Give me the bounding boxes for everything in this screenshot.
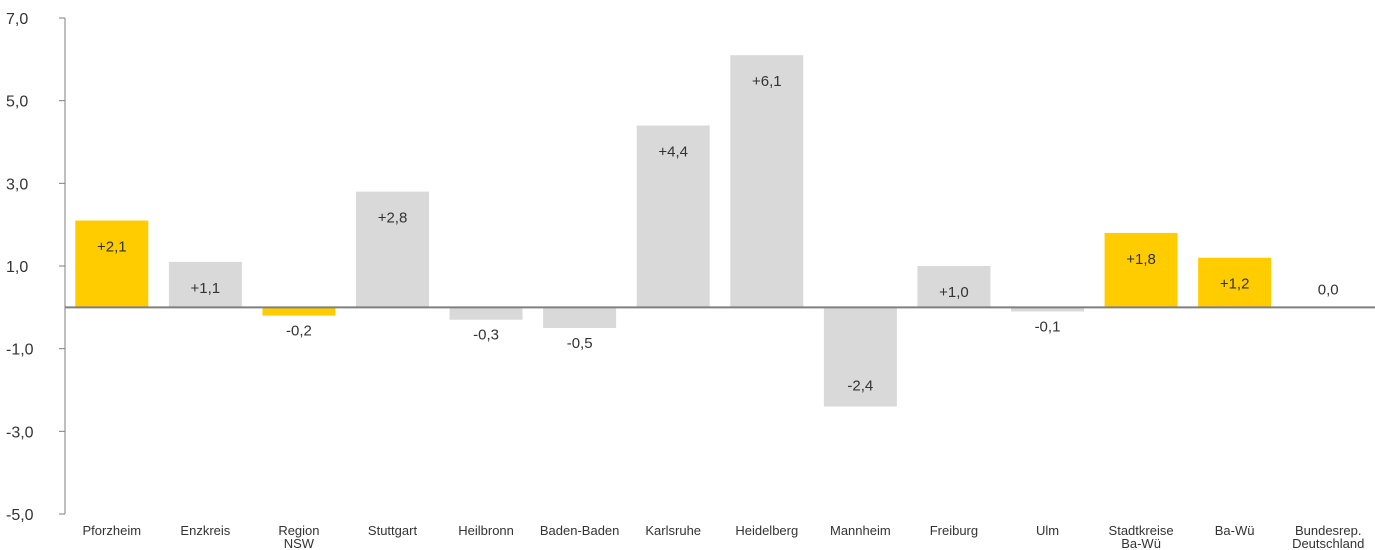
y-tick-label: 1,0 — [6, 259, 28, 276]
x-category-label-line: Stadtkreise — [1109, 523, 1174, 538]
bar — [262, 307, 336, 316]
data-labels: +2,1 +1,1 -0,2 +2,8 -0,3 -0,5 +4,4 +6,1 -2,4 +1,0… — [97, 73, 1339, 394]
y-tick-label: -1,0 — [6, 342, 34, 359]
y-tick-label: -3,0 — [6, 424, 34, 441]
bar — [168, 261, 242, 308]
y-tick-label: 3,0 — [6, 176, 28, 193]
x-axis-labels: Pforzheim Enzkreis Region NSW Stuttgart Heilb… — [83, 523, 1365, 550]
x-category-label-line: Freiburg — [930, 523, 978, 538]
data-label: -0,5 — [567, 335, 593, 352]
y-tick-label: -5,0 — [6, 507, 34, 524]
data-label: +2,1 — [97, 239, 127, 256]
x-category-label-line: Heilbronn — [458, 523, 514, 538]
x-category-label: Mannheim — [830, 523, 891, 538]
data-label: +1,1 — [191, 280, 221, 297]
bar — [75, 220, 149, 308]
bars — [75, 55, 1272, 407]
x-category-label-line: Mannheim — [830, 523, 891, 538]
data-label: +6,1 — [752, 73, 782, 90]
x-category-label-line: Enzkreis — [180, 523, 230, 538]
x-category-label-line: NSW — [284, 536, 315, 550]
bar — [1104, 232, 1178, 308]
x-category-label: Ulm — [1036, 523, 1059, 538]
data-label: +1,8 — [1126, 251, 1156, 268]
bar — [356, 191, 429, 308]
x-category-label: Ba-Wü — [1215, 523, 1255, 538]
x-category-label: Enzkreis — [180, 523, 230, 538]
bar — [1011, 307, 1084, 312]
x-category-label-line: Deutschland — [1292, 536, 1364, 550]
x-category-label: Stuttgart — [368, 523, 418, 538]
x-category-label: Heilbronn — [458, 523, 514, 538]
x-category-label-line: Baden-Baden — [540, 523, 620, 538]
bar — [823, 307, 897, 407]
x-category-label: Pforzheim — [83, 523, 142, 538]
x-category-label-line: Stuttgart — [368, 523, 418, 538]
data-label: -2,4 — [847, 378, 873, 395]
x-category-label-line: Ba-Wü — [1121, 536, 1161, 550]
x-category-label-line: Heidelberg — [735, 523, 798, 538]
x-category-label-line: Bundesrep. — [1295, 523, 1362, 538]
bar — [636, 125, 710, 308]
data-label: +1,2 — [1220, 276, 1250, 293]
x-category-label: Region NSW — [278, 523, 319, 550]
x-category-label: Freiburg — [930, 523, 978, 538]
data-label: 0,0 — [1318, 281, 1339, 298]
bar — [1198, 257, 1272, 308]
x-category-label-line: Ulm — [1036, 523, 1059, 538]
bar — [917, 266, 991, 308]
x-category-label: Baden-Baden — [540, 523, 620, 538]
x-category-label: Heidelberg — [735, 523, 798, 538]
x-category-label: Karlsruhe — [645, 523, 701, 538]
data-label: +1,0 — [939, 284, 969, 301]
x-category-label: Stadtkreise Ba-Wü — [1109, 523, 1174, 550]
data-label: +2,8 — [378, 210, 408, 227]
y-tick-label: 5,0 — [6, 94, 28, 111]
bar — [730, 55, 804, 308]
x-category-label-line: Ba-Wü — [1215, 523, 1255, 538]
data-label: -0,2 — [286, 323, 312, 340]
x-category-label: Bundesrep. Deutschland — [1292, 523, 1364, 550]
data-label: +4,4 — [658, 143, 688, 160]
y-axis: 7,0 5,0 3,0 1,0 -1,0 -3,0 -5,0 — [6, 11, 66, 524]
x-category-label-line: Region — [278, 523, 319, 538]
y-tick-label: 7,0 — [6, 11, 28, 28]
data-label: -0,1 — [1035, 318, 1061, 335]
x-category-label-line: Karlsruhe — [645, 523, 701, 538]
bar — [543, 307, 617, 328]
bar — [449, 307, 523, 320]
data-label: -0,3 — [473, 327, 499, 344]
x-category-label-line: Pforzheim — [83, 523, 142, 538]
